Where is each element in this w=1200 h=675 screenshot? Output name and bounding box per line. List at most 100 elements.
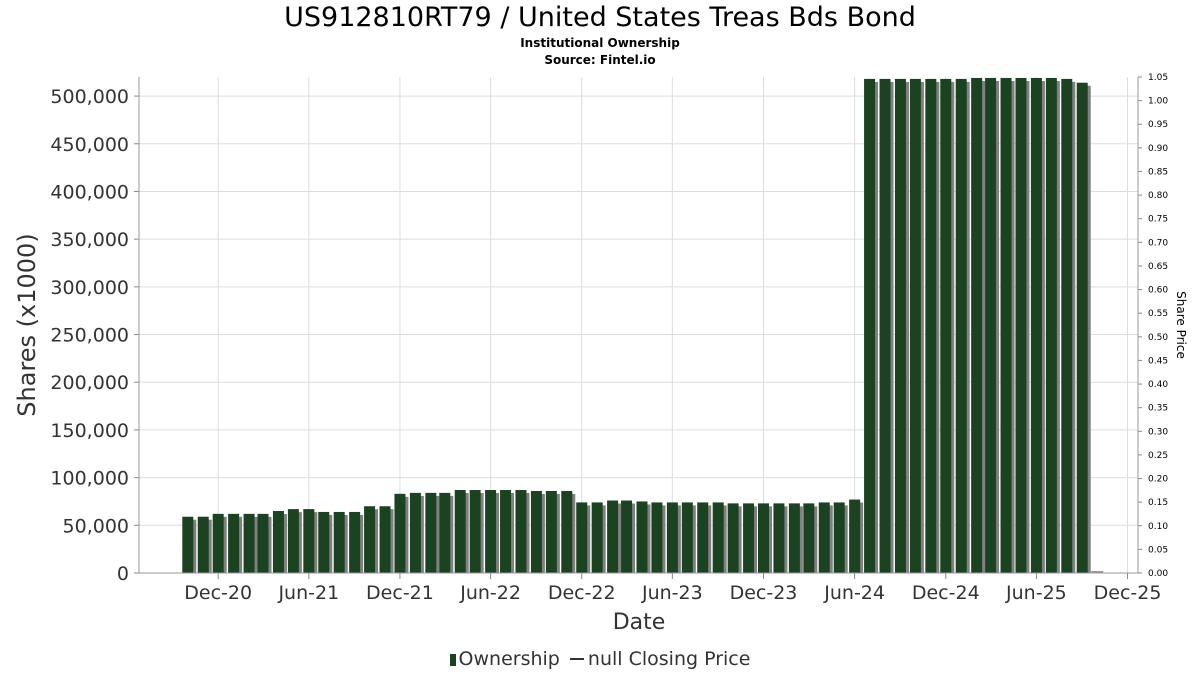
ownership-bar	[1076, 82, 1088, 573]
y-tick-label: 50,000	[63, 515, 129, 537]
ownership-bar	[425, 492, 437, 573]
ownership-bar	[318, 511, 330, 573]
y2-tick-label: 0.05	[1148, 545, 1168, 555]
ownership-bar	[833, 502, 845, 573]
ownership-bar	[666, 502, 678, 573]
ownership-bar	[379, 506, 391, 573]
ownership-bar	[636, 501, 648, 573]
ownership-bar	[485, 490, 497, 573]
y-tick-label: 150,000	[50, 420, 129, 442]
ownership-bar	[727, 503, 739, 573]
y2-tick-label: 0.90	[1148, 144, 1168, 154]
ownership-bar	[287, 509, 299, 573]
ownership-bar	[607, 500, 619, 573]
ownership-bar	[879, 78, 891, 574]
ownership-bar	[788, 503, 800, 573]
ownership-bar	[697, 502, 709, 573]
ownership-bar	[303, 509, 315, 573]
ownership-swatch-icon	[449, 654, 456, 666]
y-tick-label: 350,000	[50, 229, 129, 251]
legend-price-label: null Closing Price	[587, 648, 751, 670]
x-tick-label: Dec-22	[548, 582, 616, 604]
ownership-bar	[1000, 77, 1012, 573]
ownership-bar	[272, 511, 284, 573]
x-tick-label: Dec-23	[730, 582, 798, 604]
y2-tick-label: 0.70	[1148, 238, 1168, 248]
ownership-bar	[818, 502, 830, 573]
ownership-bar	[940, 78, 952, 574]
ownership-bar	[530, 490, 542, 573]
x-axis-label: Date	[613, 610, 666, 635]
price-line-swatch-icon	[569, 658, 584, 660]
ownership-bar	[803, 503, 815, 573]
ownership-bar	[925, 78, 937, 574]
y-tick-label: 300,000	[50, 277, 129, 299]
y2-tick-label: 0.80	[1148, 191, 1168, 201]
ownership-bar	[894, 78, 906, 574]
x-tick-label: Jun-22	[459, 582, 521, 604]
ownership-bar	[1045, 77, 1057, 573]
ownership-bar	[651, 502, 663, 573]
ownership-bar	[257, 513, 269, 573]
y2-tick-label: 0.45	[1148, 356, 1168, 366]
ownership-bar	[182, 516, 194, 573]
trailing-bar-marker	[1091, 571, 1104, 573]
ownership-bar	[545, 490, 557, 573]
ownership-bar	[349, 511, 361, 573]
ownership-bar	[909, 78, 921, 574]
ownership-bar	[621, 500, 633, 573]
ownership-bar	[864, 78, 876, 574]
y-tick-label: 250,000	[50, 325, 129, 347]
y2-tick-label: 0.50	[1148, 333, 1168, 343]
y2-tick-label: 0.60	[1148, 286, 1168, 296]
x-tick-label: Dec-25	[1094, 582, 1162, 604]
ownership-bar	[1015, 77, 1027, 573]
y2-tick-label: 0.65	[1148, 262, 1168, 272]
y2-tick-label: 0.00	[1148, 569, 1168, 579]
ownership-bar	[1030, 77, 1042, 573]
y2-tick-label: 0.10	[1148, 522, 1168, 532]
chart-source: Source: Fintel.io	[544, 53, 656, 67]
ownership-bar	[469, 490, 481, 573]
legend: Ownership null Closing Price	[0, 648, 1200, 670]
legend-price[interactable]: null Closing Price	[569, 648, 751, 670]
ownership-bar	[197, 516, 209, 573]
y-tick-label: 0	[117, 563, 129, 585]
y2-tick-label: 1.00	[1148, 97, 1168, 107]
ownership-bar	[955, 78, 967, 574]
y-tick-label: 100,000	[50, 468, 129, 490]
chart-subtitle: Institutional Ownership	[520, 36, 680, 50]
y2-tick-label: 0.55	[1148, 309, 1168, 319]
y2-tick-label: 0.85	[1148, 167, 1168, 177]
ownership-bar	[712, 502, 724, 573]
x-tick-label: Dec-20	[184, 582, 252, 604]
chart-title: US912810RT79 / United States Treas Bds B…	[284, 2, 916, 33]
ownership-bar	[743, 503, 755, 573]
ownership-bar	[515, 490, 527, 573]
ownership-bar	[212, 513, 224, 573]
y-axis-label: Shares (x1000)	[13, 233, 41, 416]
x-tick-label: Jun-21	[277, 582, 339, 604]
y2-tick-label: 0.15	[1148, 498, 1168, 508]
x-tick-label: Jun-24	[823, 582, 885, 604]
ownership-bar	[394, 493, 406, 573]
x-tick-label: Dec-24	[912, 582, 980, 604]
ownership-bar	[228, 513, 240, 573]
y2-tick-label: 0.40	[1148, 380, 1168, 390]
ownership-bar	[591, 502, 603, 573]
ownership-bar	[243, 513, 255, 573]
y2-tick-label: 1.05	[1148, 73, 1168, 83]
x-tick-label: Jun-23	[641, 582, 703, 604]
y2-axis-label: Share Price	[1174, 291, 1188, 359]
ownership-bar	[971, 77, 983, 573]
y2-tick-label: 0.25	[1148, 451, 1168, 461]
y-tick-label: 450,000	[50, 134, 129, 156]
ownership-bar	[364, 506, 376, 573]
legend-ownership-label: Ownership	[458, 648, 560, 670]
legend-ownership[interactable]: Ownership	[449, 648, 560, 670]
ownership-bar	[849, 499, 861, 573]
ownership-bar	[985, 77, 997, 573]
ownership-bar	[773, 503, 785, 573]
ownership-bar	[409, 492, 421, 573]
